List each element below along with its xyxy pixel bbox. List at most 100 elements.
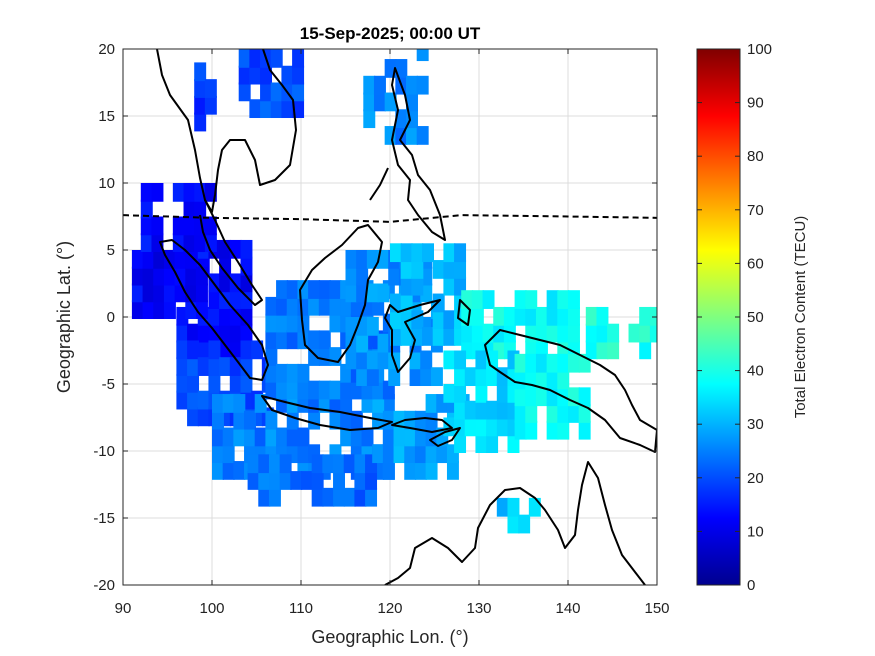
tec-pixel (496, 384, 509, 403)
tec-pixel (276, 380, 289, 400)
map-title: 15-Sep-2025; 00:00 UT (300, 24, 481, 43)
tec-pixel (568, 404, 580, 423)
tec-pixel (318, 330, 331, 350)
tec-pixel (507, 367, 520, 387)
tec-pixel (219, 256, 232, 276)
tec-pixel (557, 323, 570, 343)
tec-pixel (482, 290, 495, 309)
tec-pixel (596, 340, 609, 360)
magnetic-equator-line (123, 214, 657, 223)
tec-pixel (578, 353, 591, 373)
tec-pixel (240, 323, 253, 343)
tec-pixel (406, 126, 418, 145)
tec-pixel (268, 454, 281, 474)
tec-pixel (372, 380, 385, 400)
tec-pixel (240, 390, 253, 410)
tec-pixel (475, 400, 488, 420)
tec-pixel (153, 283, 166, 303)
tec-pixel (446, 444, 459, 464)
tec-pixel (185, 266, 198, 286)
tec-pixel (395, 59, 408, 78)
tec-pixel (240, 256, 253, 276)
tec-pixel (219, 239, 232, 259)
tec-pixel (496, 400, 509, 420)
tec-pixel (229, 306, 242, 326)
tec-pixel (414, 461, 427, 480)
coastlines (156, 49, 657, 585)
tec-pixel (270, 99, 283, 119)
tec-pixel (197, 340, 210, 360)
tec-pixel (340, 380, 353, 400)
colorbar-tick-label: 10 (747, 523, 764, 540)
tec-pixel (425, 427, 438, 447)
tec-pixel (363, 109, 376, 129)
tec-pixel (649, 323, 657, 343)
tec-pixel (233, 410, 246, 430)
tec-pixel (404, 461, 417, 480)
tec-pixel (297, 461, 310, 480)
tec-pixel (251, 407, 264, 427)
tec-pixel (229, 323, 242, 343)
x-tick-label: 120 (377, 600, 402, 617)
tec-pixel (212, 394, 224, 413)
tec-pixel (276, 444, 289, 464)
tec-pixel (568, 387, 580, 407)
tec-pixel (557, 420, 570, 440)
tec-pixel (557, 404, 570, 423)
tec-pixel (471, 290, 484, 309)
tec-pixel (212, 444, 224, 464)
tec-pixel (507, 417, 520, 437)
tec-pixel (443, 243, 456, 263)
tec-pixel (329, 380, 342, 400)
tec-pixel (208, 340, 221, 360)
tec-pixel (249, 49, 262, 68)
tec-pixel (258, 454, 271, 474)
tec-pixel (240, 273, 253, 293)
tec-pixel (416, 75, 429, 95)
tec-pixel (194, 199, 207, 219)
tec-pixel (525, 306, 538, 326)
tec-pixel (219, 407, 232, 427)
tec-pixel (546, 404, 559, 423)
tec-pixel (297, 363, 310, 383)
tec-pixel (238, 65, 251, 85)
y-tick-label: 0 (107, 309, 115, 326)
tec-pixel (194, 79, 207, 98)
tec-pixel (361, 296, 374, 316)
tec-pixel (176, 306, 189, 326)
tec-pixel (286, 280, 299, 299)
tec-pixel (393, 444, 406, 464)
tec-pixel (414, 427, 427, 447)
colorbar-tick-label: 90 (747, 95, 764, 112)
tec-pixel (340, 410, 353, 430)
tec-pixel (400, 327, 413, 346)
tec-pixel (308, 280, 321, 299)
coast-lesser-sunda (391, 417, 453, 433)
tec-pixel (482, 323, 495, 343)
tec-pixel (140, 183, 153, 202)
tec-pixel (258, 487, 271, 507)
tec-pixel (142, 300, 155, 320)
tec-pixel (279, 471, 292, 490)
tec-pixel (356, 350, 369, 370)
tec-pixel (354, 487, 367, 507)
tec-pixel (174, 266, 187, 286)
tec-pixel (461, 323, 474, 343)
coast-borneo (299, 224, 383, 363)
tec-pixel (382, 444, 395, 464)
tec-pixel (585, 340, 598, 360)
tec-pixel (454, 384, 467, 403)
coast-palawan (369, 167, 389, 201)
x-tick-label: 90 (115, 600, 132, 617)
tec-pixel (503, 306, 516, 326)
tec-pixel (496, 497, 509, 517)
tec-pixel (535, 306, 548, 326)
tec-pixel (585, 323, 598, 343)
colorbar (696, 48, 741, 586)
tec-pixel (340, 394, 353, 413)
tec-pixel (174, 283, 187, 303)
tec-pixel (260, 65, 273, 85)
tec-pixel (393, 427, 406, 447)
tec-pixel (454, 417, 467, 437)
tec-pixel (265, 296, 278, 316)
